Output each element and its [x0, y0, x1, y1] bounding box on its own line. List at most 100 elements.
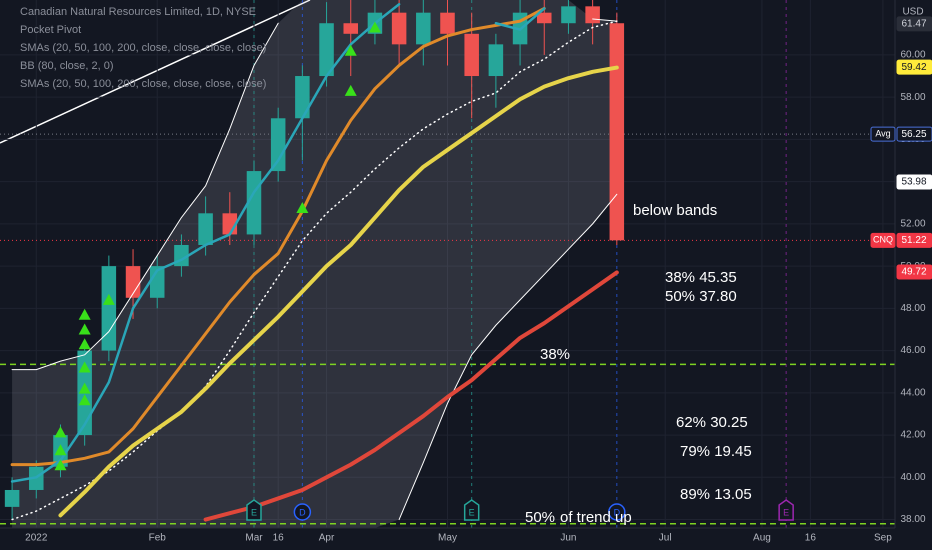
series-line	[203, 270, 619, 522]
candle-body	[4, 489, 20, 507]
price-badge-text: 59.42	[901, 62, 926, 73]
annotation: of trend up	[560, 509, 632, 526]
price-badge	[896, 126, 932, 142]
pivot-marker	[344, 44, 357, 56]
pivot-marker	[368, 21, 381, 33]
band-fill	[12, 0, 617, 528]
price-badge-text: 56.25	[901, 129, 926, 140]
event-label: E	[251, 507, 257, 517]
event-label: E	[783, 507, 789, 517]
y-tick-label: 40.00	[900, 472, 925, 483]
event-label: E	[469, 507, 475, 517]
price-badge-text: 61.47	[901, 19, 926, 30]
pivot-marker	[54, 459, 67, 471]
pivot-marker	[344, 84, 357, 96]
pivot-marker	[54, 444, 67, 456]
event-badge: D	[293, 503, 312, 521]
x-tick-label: May	[438, 533, 457, 544]
x-tick-label: Sep	[874, 533, 892, 544]
pivot-marker	[78, 394, 91, 406]
x-tick-label: 16	[805, 533, 817, 544]
pivot-marker	[78, 382, 91, 394]
price-badge-text: 53.98	[901, 177, 926, 188]
header-line: SMAs (20, 50, 100, 200, close, close, cl…	[20, 78, 266, 90]
pivot-marker	[54, 426, 67, 438]
price-badge-text: 51.22	[901, 235, 926, 246]
candle-body	[391, 12, 407, 45]
header-line: Pocket Pivot	[20, 24, 81, 36]
annotation: 89% 13.05	[680, 486, 752, 503]
pivot-marker	[78, 308, 91, 320]
candle-body	[101, 266, 117, 351]
header-line: SMAs (20, 50, 100, 200, close, close, cl…	[20, 42, 266, 54]
event-badge: D	[608, 503, 626, 521]
series-line	[398, 193, 618, 521]
annotation: 62% 30.25	[676, 414, 748, 431]
x-tick-label: Jun	[560, 533, 576, 544]
candle-body	[537, 12, 552, 24]
currency: USD	[902, 7, 923, 18]
price-tag-text: Avg	[875, 128, 890, 138]
annotation: 79% 19.45	[680, 443, 752, 460]
x-tick-label: Feb	[149, 533, 167, 544]
y-tick-label: 58.00	[900, 92, 925, 103]
event-badge: E	[778, 499, 794, 521]
header-line: Canadian Natural Resources Limited, 1D, …	[20, 6, 256, 18]
price-badge-text: 49.72	[901, 267, 926, 278]
x-tick-label: 16	[273, 533, 285, 544]
pivot-marker	[296, 202, 309, 214]
candle-body	[270, 118, 286, 172]
plot-area	[0, 0, 895, 528]
y-tick-label: 42.00	[900, 430, 925, 441]
candle-body	[198, 213, 213, 245]
annotation: below bands	[633, 202, 717, 219]
event-label: D	[614, 507, 621, 517]
price-tag	[870, 232, 896, 248]
price-tag-text: CNQ	[873, 235, 893, 245]
pivot-marker	[78, 323, 91, 335]
pivot-marker	[78, 338, 91, 350]
event-icon	[463, 499, 480, 521]
candle-body	[416, 12, 431, 45]
series-line	[10, 2, 546, 483]
candle-body	[125, 266, 141, 298]
candle-body	[295, 76, 310, 119]
candle-body	[464, 33, 479, 77]
candle-body	[561, 6, 576, 24]
candle-body	[319, 23, 334, 77]
y-tick-label: 38.00	[900, 514, 925, 525]
price-badge	[896, 264, 932, 280]
event-icon	[778, 499, 794, 521]
pivot-marker	[102, 293, 115, 305]
candle-body	[585, 6, 600, 24]
series-line	[10, 6, 546, 467]
event-icon	[608, 503, 626, 521]
pivot-marker	[78, 361, 91, 373]
candle-body	[609, 23, 625, 241]
y-tick-label: 44.00	[900, 387, 925, 398]
x-tick-label: Jul	[659, 533, 672, 544]
price-badge	[896, 174, 932, 190]
series-line	[11, 20, 618, 521]
annotation: 50% 37.80	[665, 288, 737, 305]
candle-body	[440, 12, 455, 34]
x-tick-label: Aug	[753, 533, 771, 544]
price-badge	[896, 232, 932, 248]
event-label: D	[299, 507, 306, 517]
x-tick-label: Apr	[319, 533, 335, 544]
trend-line	[0, 0, 311, 144]
event-badge: E	[463, 499, 480, 521]
series-line	[58, 65, 619, 518]
event-icon	[293, 503, 312, 521]
y-tick-label: 48.00	[900, 303, 925, 314]
event-badge: E	[246, 499, 262, 521]
x-tick-label: 2022	[25, 533, 48, 544]
header-line: BB (80, close, 2, 0)	[20, 60, 114, 72]
price-tag	[870, 126, 896, 142]
y-tick-label: 46.00	[900, 345, 925, 356]
y-tick-label: 60.00	[900, 50, 925, 61]
candle-body	[343, 23, 358, 34]
series-line	[11, 18, 618, 371]
